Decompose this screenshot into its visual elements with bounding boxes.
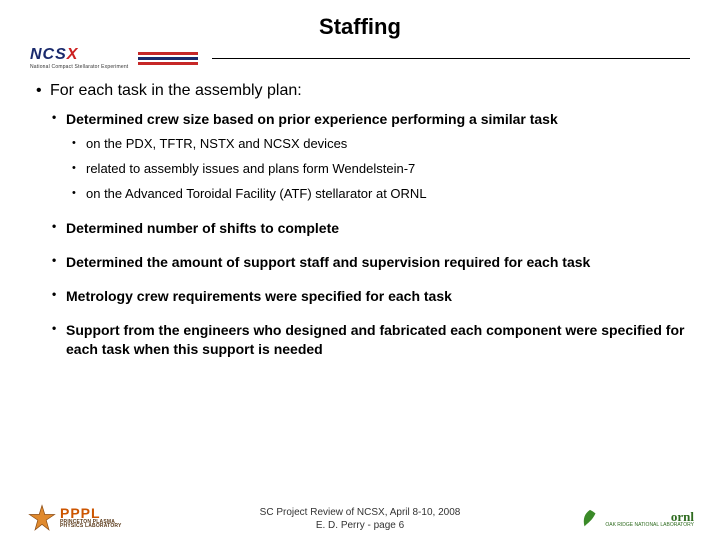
- ncsx-logo-text: NCSX: [30, 46, 78, 64]
- ornl-main: ornl: [671, 511, 694, 523]
- lvl2-item: Support from the engineers who designed …: [50, 321, 690, 357]
- lvl1-text: For each task in the assembly plan:: [50, 82, 302, 99]
- lvl2-item: Determined the amount of support staff a…: [50, 253, 690, 271]
- lvl2-text: Metrology crew requirements were specifi…: [66, 288, 452, 304]
- bullet-list-lvl2: Determined crew size based on prior expe…: [50, 110, 690, 358]
- header-row: NCSX National Compact Stellarator Experi…: [30, 46, 690, 70]
- bullet-list-lvl1: For each task in the assembly plan: Dete…: [36, 82, 690, 358]
- slide-title: Staffing: [30, 14, 690, 40]
- lvl3-item: on the PDX, TFTR, NSTX and NCSX devices: [66, 136, 690, 153]
- ornl-sub: OAK RIDGE NATIONAL LABORATORY: [605, 523, 694, 528]
- leaf-icon: [579, 508, 601, 530]
- lvl2-item: Metrology crew requirements were specifi…: [50, 287, 690, 305]
- lvl2-item: Determined crew size based on prior expe…: [50, 110, 690, 203]
- lvl2-text: Support from the engineers who designed …: [66, 322, 684, 356]
- lvl2-item: Determined number of shifts to complete: [50, 219, 690, 237]
- lvl2-text: Determined number of shifts to complete: [66, 220, 339, 236]
- bullet-list-lvl3: on the PDX, TFTR, NSTX and NCSX devices …: [66, 136, 690, 203]
- lvl1-item: For each task in the assembly plan: Dete…: [36, 82, 690, 358]
- ncsx-logo: NCSX National Compact Stellarator Experi…: [30, 46, 128, 70]
- ncsx-main: NCS: [30, 46, 67, 63]
- lvl3-item: on the Advanced Toroidal Facility (ATF) …: [66, 186, 690, 203]
- ncsx-accent: X: [67, 46, 79, 63]
- ncsx-stripes-icon: [138, 52, 198, 65]
- lvl2-text: Determined the amount of support staff a…: [66, 254, 590, 270]
- ornl-logo: ornl OAK RIDGE NATIONAL LABORATORY: [579, 508, 694, 530]
- ornl-text: ornl OAK RIDGE NATIONAL LABORATORY: [605, 511, 694, 527]
- slide-body: For each task in the assembly plan: Dete…: [30, 76, 690, 358]
- lvl2-text: Determined crew size based on prior expe…: [66, 111, 558, 127]
- header-rule: [212, 58, 690, 59]
- slide: Staffing NCSX National Compact Stellarat…: [0, 0, 720, 540]
- lvl3-item: related to assembly issues and plans for…: [66, 161, 690, 178]
- ncsx-subtitle: National Compact Stellarator Experiment: [30, 64, 128, 70]
